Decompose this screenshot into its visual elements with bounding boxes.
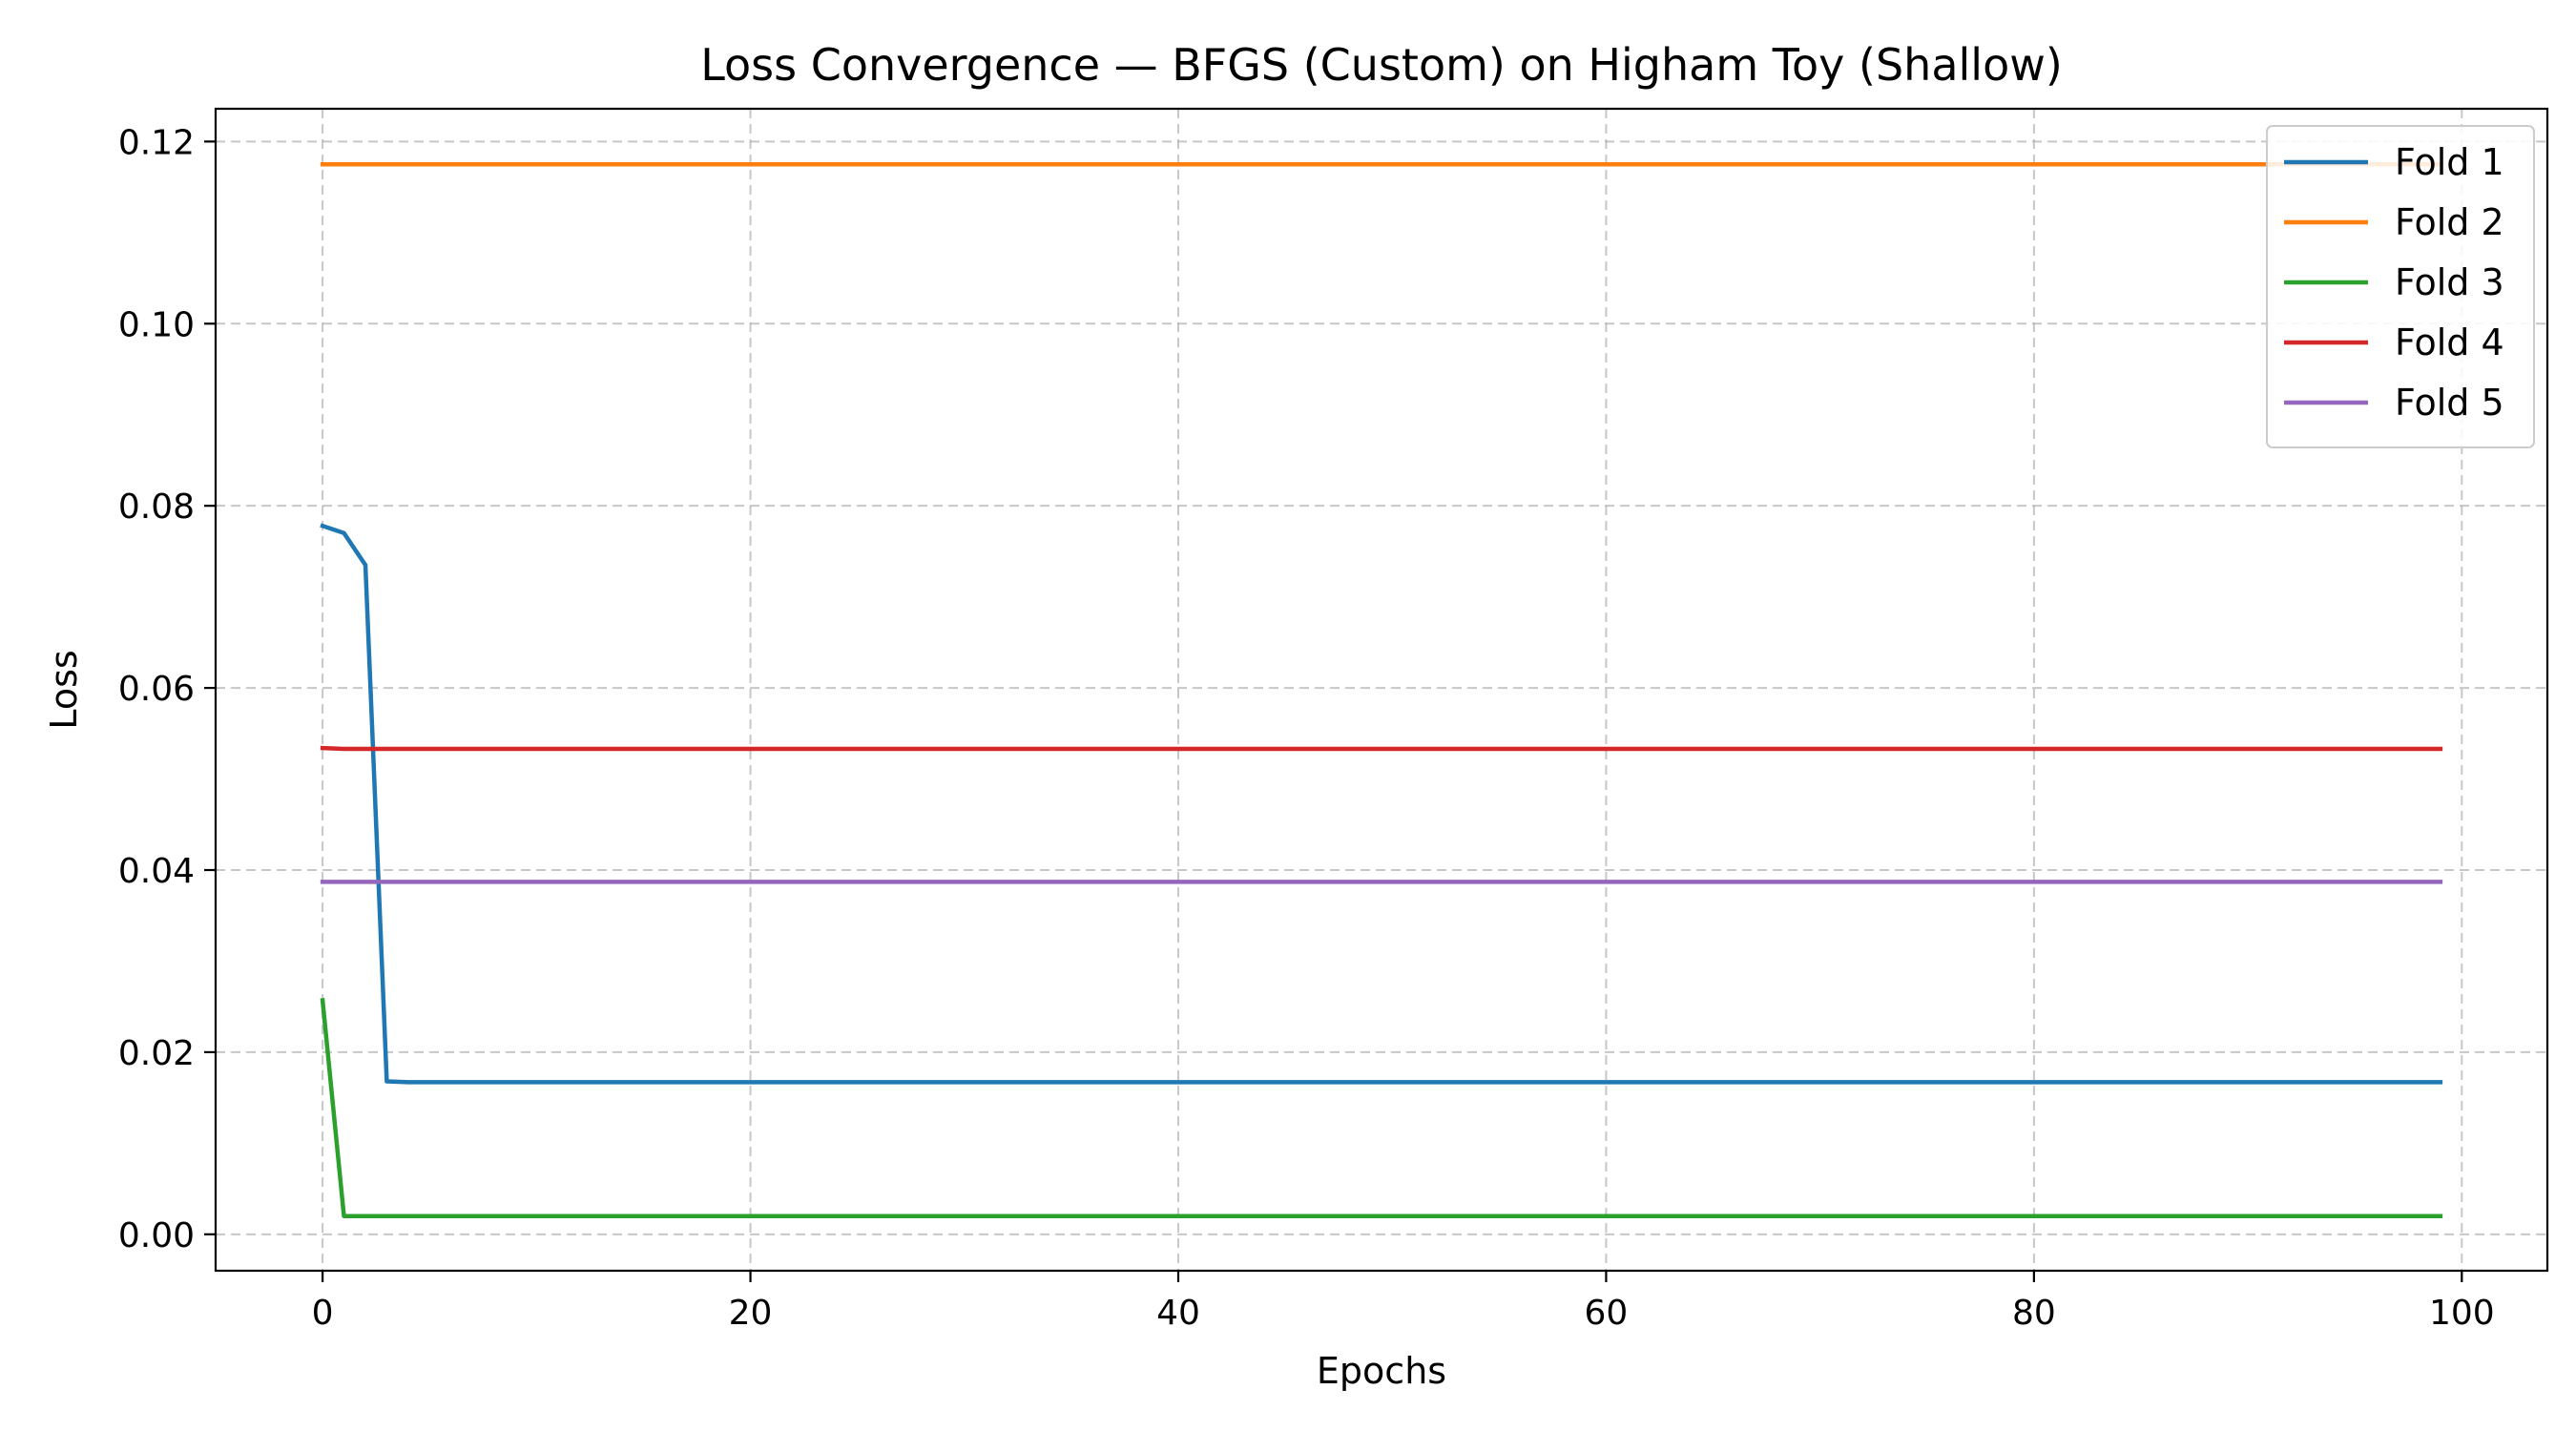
legend-label: Fold 4 (2395, 321, 2504, 363)
chart-title: Loss Convergence — BFGS (Custom) on High… (700, 39, 2063, 91)
y-tick-label: 0.04 (118, 852, 195, 891)
legend-label: Fold 3 (2395, 261, 2504, 303)
y-tick-label: 0.10 (118, 305, 195, 344)
series-line-fold-1 (320, 523, 2443, 1085)
x-tick-label: 60 (1585, 1294, 1629, 1333)
y-tick-label: 0.06 (118, 670, 195, 709)
grid-layer (216, 109, 2547, 1271)
y-tick-label: 0.02 (118, 1034, 195, 1073)
x-axis-label: Epochs (1317, 1350, 1446, 1392)
legend-label: Fold 2 (2395, 201, 2504, 243)
x-tick-label: 100 (2429, 1294, 2495, 1333)
legend: Fold 1 Fold 2 Fold 3 Fold 4 Fold 5 (2266, 125, 2535, 448)
x-axis: 0 20 40 60 80 100 (312, 1271, 2495, 1333)
legend-box (2266, 125, 2535, 448)
x-tick-label: 80 (2012, 1294, 2056, 1333)
y-axis-label: Loss (43, 650, 85, 729)
y-axis: 0.00 0.02 0.04 0.06 0.08 0.10 0.12 (118, 123, 216, 1255)
y-tick-label: 0.08 (118, 487, 195, 527)
series-line-fold-4 (320, 745, 2443, 752)
series-line-fold-3 (320, 998, 2443, 1218)
x-tick-label: 40 (1156, 1294, 1200, 1333)
x-tick-label: 0 (312, 1294, 334, 1333)
x-tick-label: 20 (729, 1294, 773, 1333)
plot-area-frame (214, 107, 2549, 1273)
series-layer (320, 161, 2443, 1218)
y-tick-label: 0.00 (118, 1216, 195, 1255)
legend-label: Fold 1 (2395, 141, 2504, 183)
y-tick-label: 0.12 (118, 123, 195, 162)
legend-label: Fold 5 (2395, 382, 2504, 424)
